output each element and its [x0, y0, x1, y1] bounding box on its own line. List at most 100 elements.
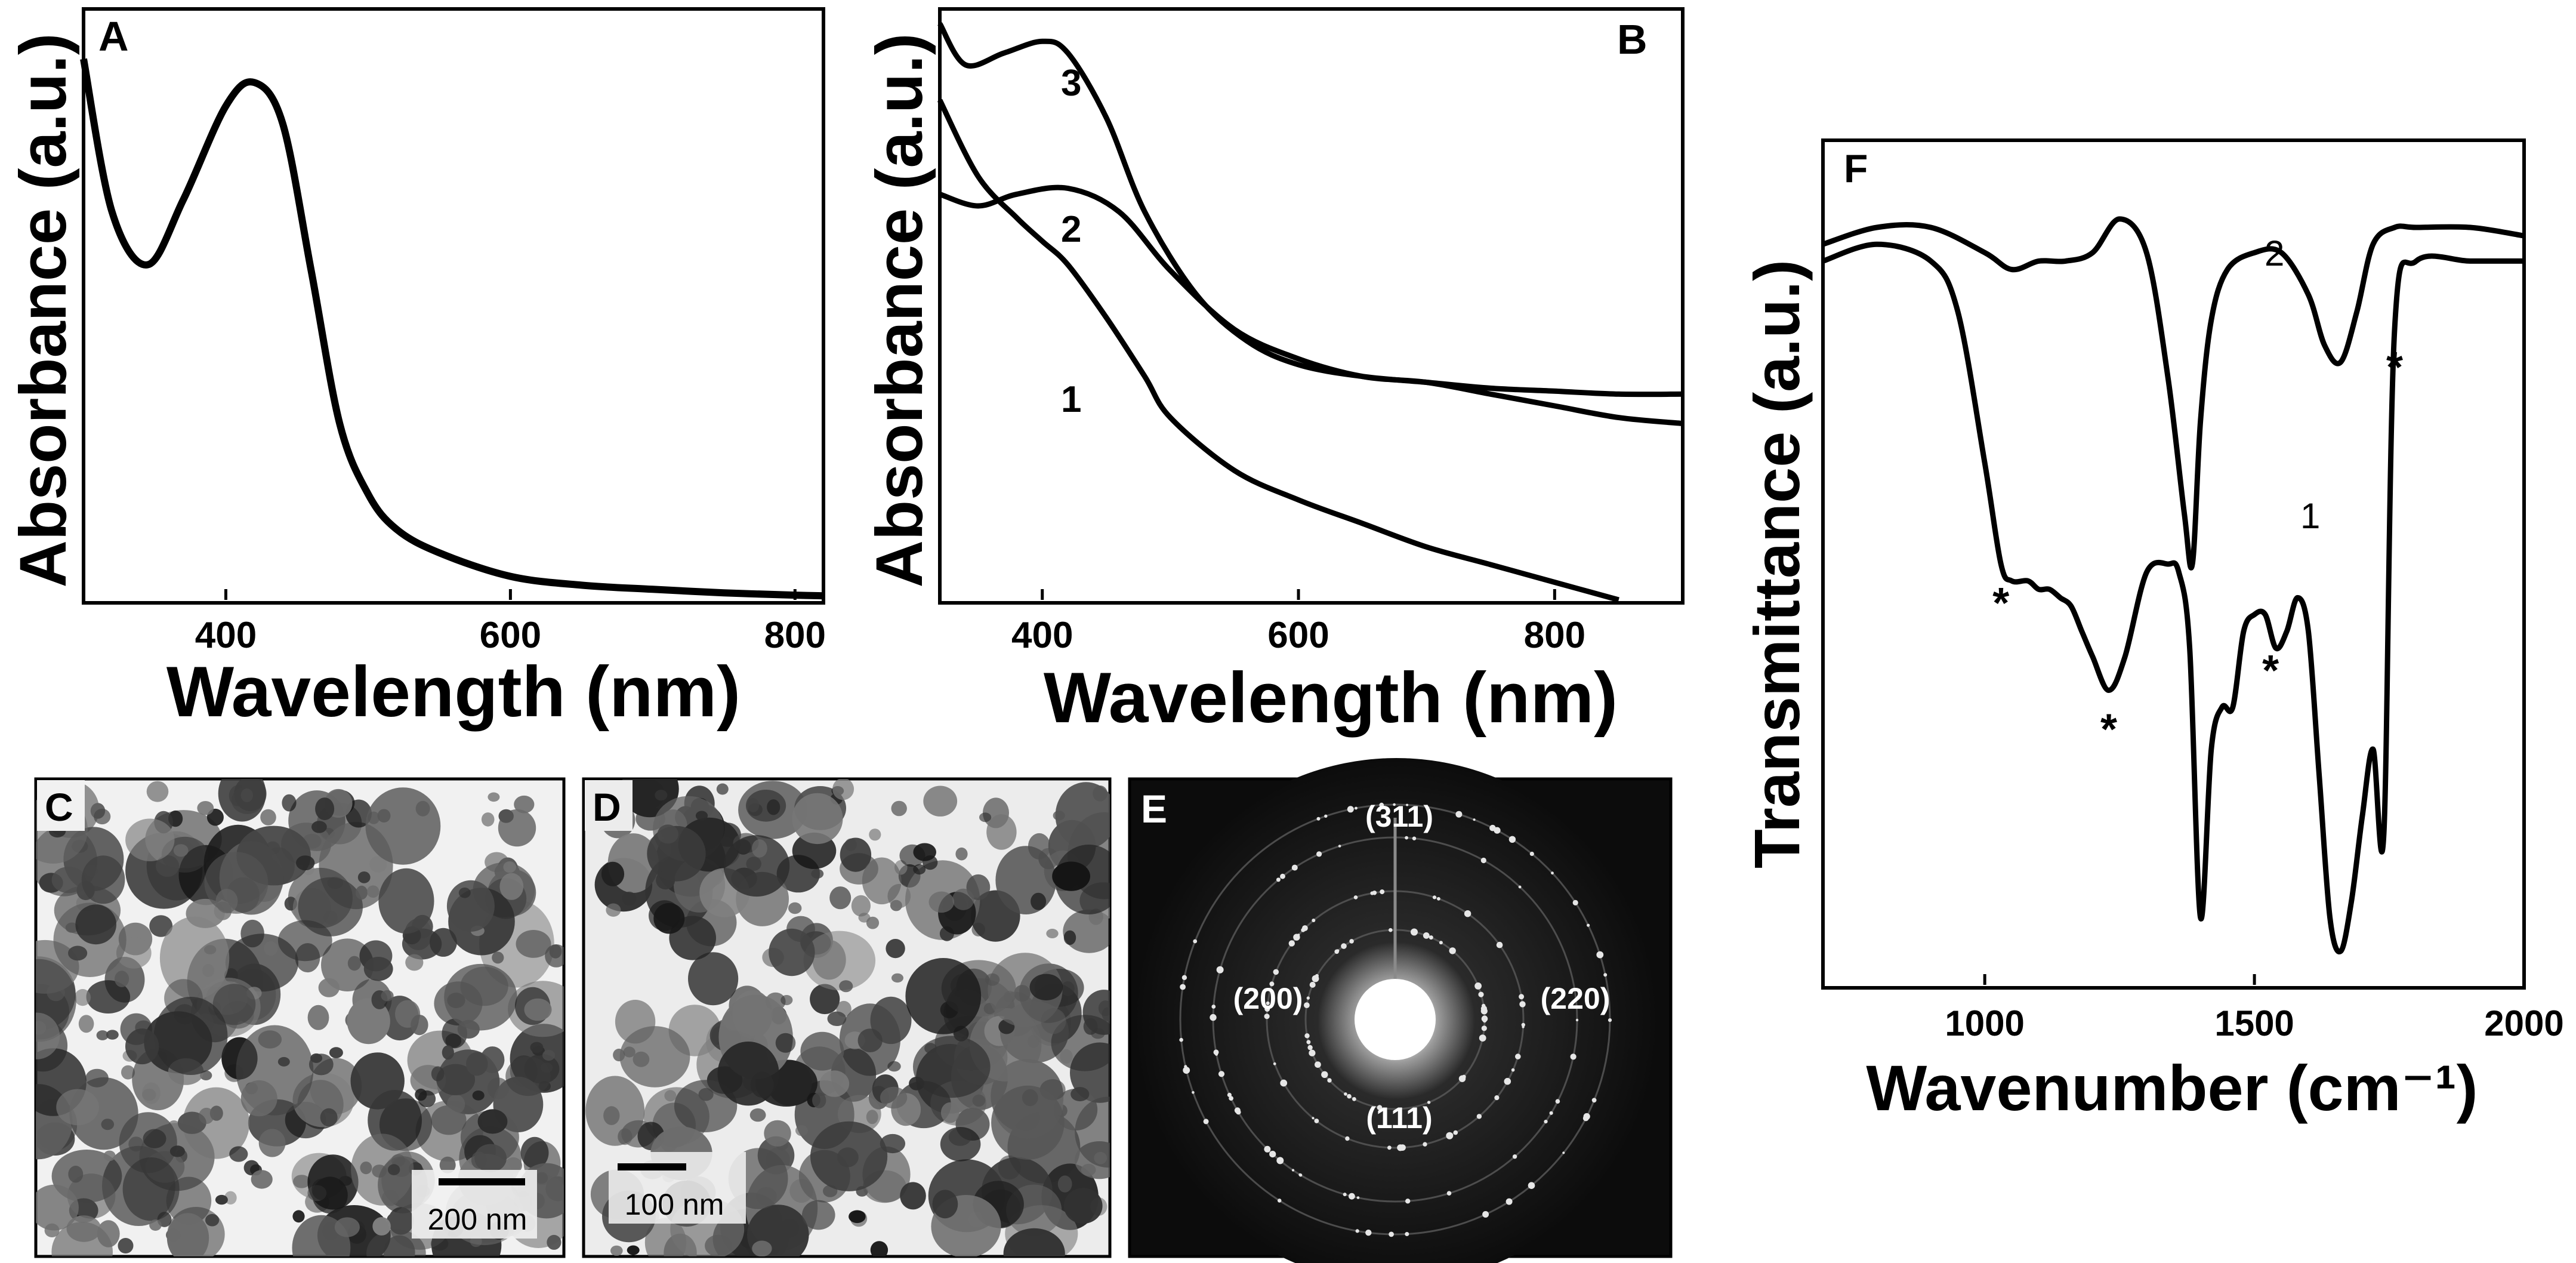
- panel-e-ring-spot: [1506, 1198, 1513, 1205]
- panel-e-ring-spot: [1180, 984, 1186, 990]
- panel-d-particle: [788, 902, 802, 914]
- panel-d-particle: [723, 835, 790, 897]
- panel-c-particle: [492, 951, 504, 964]
- panel-c-particle: [106, 1030, 119, 1040]
- panel-b-series-line-3: [937, 22, 1683, 398]
- panel-e-ring-spot: [1312, 919, 1316, 922]
- panel-d-particle: [775, 1033, 796, 1053]
- panel-e-ring-spot: [1572, 899, 1578, 905]
- panel-d-particle: [1003, 1228, 1065, 1256]
- panel-c-particle: [183, 1087, 250, 1159]
- panel-f-marker-1: *: [1992, 580, 2009, 627]
- panel-d-particle: [829, 886, 852, 910]
- panel-c-particle: [122, 1157, 180, 1221]
- panel-c-particle: [142, 1089, 156, 1101]
- panel-d-particle: [991, 1085, 1065, 1160]
- panel-c-particle: [430, 928, 457, 957]
- panel-c-particle: [365, 787, 441, 865]
- panel-e-ring-spot: [1355, 806, 1358, 810]
- panel-e-ring-spot: [1298, 1173, 1303, 1177]
- panel-d-particle: [886, 939, 905, 959]
- panel-c-particle: [156, 855, 180, 877]
- panel-c-particle: [264, 941, 278, 956]
- panel-c-particle: [444, 963, 517, 1031]
- panel-c-particle: [173, 844, 189, 857]
- panel-e-ring-spot: [1511, 1068, 1515, 1072]
- panel-d-particle: [674, 1080, 738, 1132]
- panel-e-ring-spot: [1280, 873, 1285, 879]
- panel-f: F 1000 1500 2000 * * * * 2 1 Wavenumber (cm⁻¹…: [1741, 138, 2564, 1124]
- panel-e-ring-spot: [1575, 1018, 1579, 1022]
- panel-c-particle: [439, 1156, 456, 1173]
- panel-d-particle: [869, 828, 881, 841]
- panel-d-particle: [792, 793, 843, 845]
- panel-f-marker-4: *: [2386, 344, 2403, 392]
- panel-d-particle: [811, 868, 824, 879]
- panel-f-xticks: 1000 1500 2000: [1945, 974, 2564, 1043]
- panel-c-particle: [315, 797, 335, 821]
- panel-c-particle: [67, 1173, 116, 1219]
- panel-d-particle: [862, 857, 902, 905]
- panel-b-series-label-2: 2: [1061, 209, 1081, 250]
- panel-e-ring-spot: [1304, 1002, 1310, 1008]
- panel-c-particle: [372, 1217, 391, 1236]
- panel-e-ring-spot: [1193, 939, 1198, 944]
- panel-a-frame: [82, 7, 825, 605]
- panel-d-particle: [857, 1028, 883, 1052]
- panel-e-ring-spot: [1512, 1154, 1517, 1159]
- panel-e-ring-spot: [1192, 1091, 1195, 1094]
- panel-c-particle: [369, 856, 387, 873]
- panel-b-xtick-label-400: 400: [1011, 615, 1073, 656]
- panel-e-ring-spot: [1216, 966, 1224, 974]
- panel-e-ring-spot: [1461, 1074, 1466, 1079]
- panel-e-ring-spot: [1218, 1071, 1225, 1077]
- panel-e-ring-spot: [1528, 1182, 1535, 1189]
- panel-c-particle: [296, 855, 315, 871]
- panel-e-ring-spot: [1334, 949, 1339, 954]
- panel-d-particle: [923, 785, 958, 817]
- panel-c-particle: [215, 889, 238, 914]
- panel-e-ring-spot: [1551, 871, 1554, 875]
- panel-e-ring-spot: [1309, 981, 1316, 988]
- panel-d-particle: [800, 1031, 844, 1071]
- panel-e-diffraction-rings: [1179, 802, 1612, 1237]
- panel-c-particle: [103, 1150, 116, 1162]
- panel-c-particle: [51, 867, 86, 894]
- panel-e-ring-spot: [1269, 981, 1275, 987]
- panel-c-particle: [121, 1065, 135, 1080]
- panel-c-particle: [307, 1005, 329, 1030]
- panel-c-particle: [471, 1151, 488, 1169]
- panel-e-ring-spot: [1608, 1018, 1612, 1022]
- panel-d-particle: [1029, 974, 1063, 1001]
- panel-e-ring-spot: [1211, 1005, 1216, 1009]
- panel-c-particle: [442, 1045, 454, 1060]
- panel-c-particle: [240, 788, 253, 802]
- panel-c-particle: [159, 916, 230, 1000]
- panel-d-particle: [940, 1102, 960, 1123]
- panel-e-ring-spot: [1344, 1092, 1347, 1096]
- panel-e-ring-spot: [1355, 1229, 1359, 1233]
- panel-e-ring-spot: [1494, 1095, 1500, 1101]
- panel-d-particle: [928, 891, 955, 913]
- panel-e-ring-spot: [1480, 1008, 1488, 1015]
- panel-e-ring-spot: [1365, 1230, 1372, 1236]
- panel-e-ring-label-311: (311): [1365, 800, 1433, 833]
- panel-e-ring-spot: [1273, 969, 1279, 975]
- panel-d-particle: [932, 1190, 958, 1219]
- panel-e-ring-spot: [1338, 845, 1341, 848]
- panel-e-ring-spot: [1179, 1037, 1183, 1042]
- panel-d-particle: [900, 1182, 926, 1210]
- panel-d-particle: [601, 861, 625, 886]
- panel-d-particle: [716, 783, 729, 795]
- panel-e-ring-spot: [1356, 1196, 1360, 1199]
- panel-e-ring-spot: [1437, 897, 1440, 901]
- panel-d-particle: [913, 1036, 991, 1098]
- panel-e-ring-spot: [1474, 982, 1482, 990]
- panel-e-ring-spot: [1327, 1078, 1332, 1083]
- panel-e-ring-spot: [1181, 975, 1187, 981]
- panel-e-ring-spot: [1306, 996, 1310, 1000]
- panel-e-ring-spot: [1277, 1199, 1282, 1203]
- panel-e-ring-spot: [1264, 1014, 1270, 1019]
- panel-e-ring-spot: [1289, 942, 1293, 947]
- panel-e-ring-spot: [1481, 1025, 1487, 1031]
